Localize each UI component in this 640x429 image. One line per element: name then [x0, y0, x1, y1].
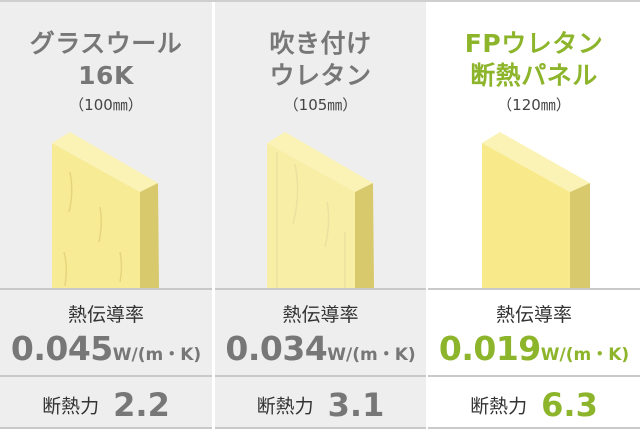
insulation-power: 断熱力 6.3 [428, 386, 640, 424]
thickness: （105㎜） [283, 96, 358, 114]
material-title: 吹き付け ウレタン [215, 28, 426, 92]
title-line: 断熱パネル [470, 61, 598, 90]
insulation-label: 断熱力 [42, 395, 100, 418]
value-number: 0.019 [438, 329, 541, 368]
divider [428, 427, 640, 429]
thickness: （120㎜） [497, 96, 571, 114]
value-number: 0.045 [10, 329, 113, 368]
insulation-value: 6.3 [541, 386, 598, 424]
divider [428, 375, 640, 377]
insulation-label: 断熱力 [470, 395, 528, 418]
divider [0, 375, 212, 377]
insulation-board-image [52, 132, 159, 288]
conductivity-value: 0.019W/(m・K) [428, 329, 640, 368]
value-unit: W/(m・K) [112, 345, 202, 365]
value-number: 0.034 [225, 329, 328, 368]
material-title: FPウレタン 断熱パネル [428, 28, 640, 92]
title-line: グラスウール [29, 29, 183, 58]
column-glass-wool: グラスウール 16K （100㎜） 熱伝導率 0.045W/(m・K) 断熱力 2.… [0, 2, 212, 429]
title-line: FPウレタン [464, 29, 604, 58]
divider [215, 375, 426, 377]
value-unit: W/(m・K) [327, 345, 416, 365]
insulation-value: 3.1 [327, 386, 385, 424]
title-line: 吹き付け [269, 29, 372, 58]
divider [0, 427, 212, 429]
title-line: 16K [78, 61, 134, 90]
value-unit: W/(m・K) [540, 345, 630, 365]
divider [215, 288, 426, 290]
insulation-label: 断熱力 [256, 395, 314, 418]
conductivity-label: 熱伝導率 [67, 304, 144, 326]
insulation-board-image [267, 132, 374, 288]
conductivity-value: 0.045W/(m・K) [0, 329, 212, 368]
conductivity-value: 0.034W/(m・K) [215, 329, 426, 368]
insulation-power: 断熱力 3.1 [215, 386, 426, 424]
title-line: ウレタン [269, 61, 372, 90]
column-fp-urethane-panel: FPウレタン 断熱パネル （120㎜） 熱伝導率 0.019W/(m・K) 断熱力… [428, 2, 640, 429]
column-spray-urethane: 吹き付けウレタン （105㎜） 熱伝導率 0.034W/(m・K) 断熱力 3.1 [215, 2, 426, 429]
divider [0, 288, 212, 290]
thickness: （100㎜） [69, 96, 143, 114]
insulation-board-image [482, 132, 590, 288]
conductivity-label: 熱伝導率 [282, 304, 359, 326]
conductivity-label: 熱伝導率 [495, 304, 572, 326]
divider [428, 288, 640, 290]
top-border [0, 0, 640, 2]
material-title: グラスウール 16K [0, 28, 212, 92]
insulation-power: 断熱力 2.2 [0, 386, 212, 424]
divider [215, 427, 426, 429]
insulation-value: 2.2 [113, 386, 170, 424]
